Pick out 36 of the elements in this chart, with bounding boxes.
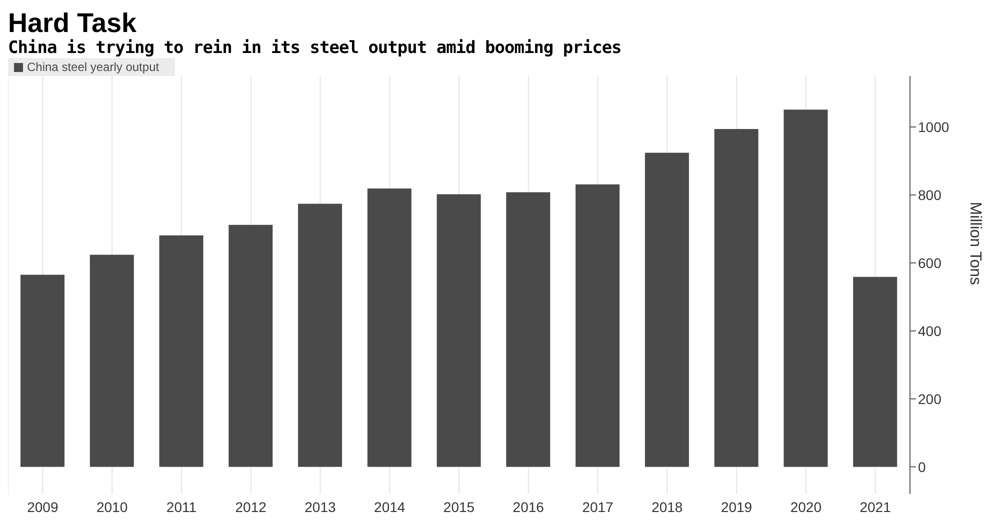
y2-tick-label: 0 [918, 458, 926, 475]
bar [436, 194, 481, 467]
x-tick-label: 2020 [790, 498, 822, 515]
bar [20, 274, 64, 467]
x-tick-label: 2016 [512, 498, 544, 515]
x-tick-label: 2011 [166, 498, 197, 515]
x-tick-label: 2012 [235, 498, 267, 515]
bar [853, 276, 898, 467]
y2-tick-label: 400 [918, 322, 942, 339]
x-tick-label: 2009 [27, 498, 58, 515]
bar [714, 129, 758, 467]
bar [298, 204, 342, 467]
legend-label: China steel yearly output [27, 60, 160, 74]
x-tick-label: 2018 [652, 498, 683, 515]
chart-title: Hard Task [8, 8, 138, 38]
bar [159, 235, 204, 467]
bar [784, 110, 828, 467]
bar [506, 192, 550, 467]
x-tick-label: 2010 [96, 498, 128, 515]
chart-subtitle: China is trying to rein in its steel output amid booming prices [8, 38, 622, 58]
bar [367, 188, 412, 467]
x-tick-label: 2019 [720, 498, 752, 515]
x-tick-label: 2014 [374, 498, 406, 515]
bar [576, 184, 620, 467]
y2-tick-label: 600 [918, 254, 942, 271]
y2-tick-label: 1000 [918, 118, 950, 135]
bar [228, 224, 273, 467]
x-tick-label: 2013 [304, 498, 336, 515]
x-tick-label: 2015 [443, 498, 475, 515]
y2-axis-title: Million Tons [966, 202, 984, 285]
y2-tick-label: 800 [918, 186, 942, 203]
x-tick-label: 2017 [582, 498, 614, 515]
y2-tick-label: 200 [918, 390, 942, 407]
x-tick-label: 2021 [860, 498, 892, 515]
bar [90, 254, 134, 467]
bar [644, 152, 689, 467]
